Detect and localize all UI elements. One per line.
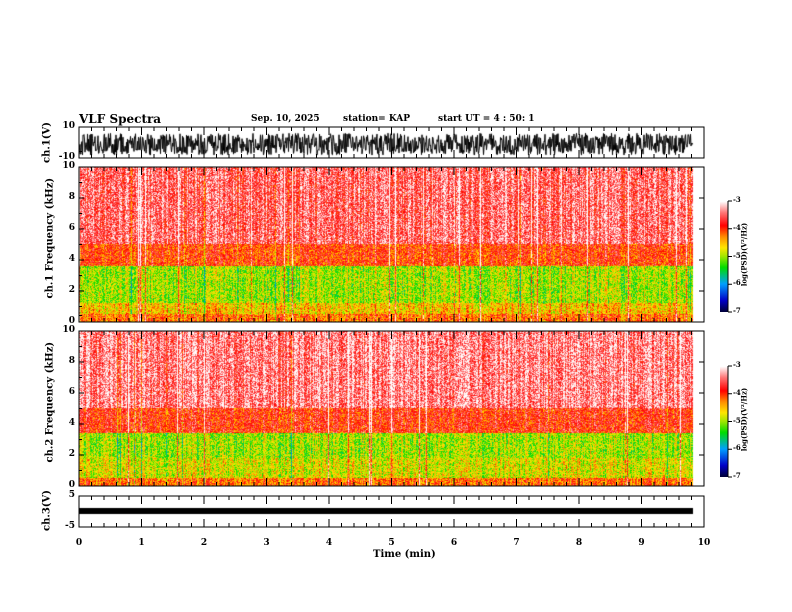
x-tick-label: 9: [638, 538, 645, 548]
ch1-colorbar: [720, 201, 728, 312]
y-tick-label: 8: [68, 192, 75, 202]
colorbar-tick-label: -7: [733, 471, 741, 480]
x-tick-label: 0: [75, 538, 83, 548]
y-tick-label: 4: [68, 254, 75, 264]
y-tick-label: 2: [68, 449, 75, 459]
y-tick-label: 4: [68, 418, 75, 428]
y-tick-label: 10: [62, 121, 75, 131]
y-tick-label: -10: [58, 152, 75, 162]
colorbar-tick-label: -5: [733, 415, 741, 425]
colorbar-tick-label: -6: [733, 278, 741, 288]
colorbar-tick-label: -5: [733, 250, 741, 260]
colorbar-tick-label: -3: [733, 195, 741, 204]
start-time-label: start UT = 4 : 50: 1: [438, 114, 535, 124]
ch3-ylabel: ch.3(V): [41, 489, 53, 532]
colorbar-tick-label: -7: [733, 306, 741, 315]
x-tick-label: 6: [450, 538, 458, 548]
x-tick-label: 1: [138, 538, 145, 548]
y-tick-label: 0: [68, 480, 75, 490]
x-tick-label: 10: [697, 538, 711, 548]
y-tick-label: 6: [68, 223, 75, 233]
y-tick-label: 5: [68, 490, 75, 500]
y-tick-label: 6: [68, 387, 75, 397]
ch2-spectrogram-ylabel: ch.2 Frequency (kHz): [44, 341, 56, 463]
x-tick-label: 7: [513, 538, 520, 548]
x-tick-label: 5: [388, 538, 395, 548]
ch1-spectrogram-image: [79, 167, 704, 322]
colorbar-tick-label: -4: [733, 387, 741, 397]
y-tick-label: 2: [68, 285, 75, 295]
x-tick-label: 8: [575, 538, 583, 548]
date-label: Sep. 10, 2025: [251, 114, 320, 124]
panel-frame: [78, 330, 705, 487]
panel-frame: [78, 166, 705, 323]
colorbar-tick-label: -3: [733, 360, 741, 369]
y-tick-label: 0: [68, 316, 75, 326]
station-label: station= KAP: [343, 114, 411, 124]
y-tick-label: 10: [62, 325, 75, 335]
figure-title: VLF Spectra: [79, 112, 162, 126]
colorbar-tick-label: -6: [733, 443, 741, 453]
colorbar-tick-label: -4: [733, 222, 741, 232]
x-tick-label: 2: [200, 538, 208, 548]
y-tick-label: -5: [65, 521, 75, 531]
ch2-spectrogram-image: [79, 331, 704, 486]
x-tick-label: 4: [325, 538, 333, 548]
ch2-colorbar: [720, 366, 728, 477]
x-tick-label: 3: [263, 538, 270, 548]
ch1-spectrogram-ylabel: ch.1 Frequency (kHz): [44, 177, 56, 299]
y-tick-label: 8: [68, 356, 75, 366]
y-tick-label: 10: [62, 161, 75, 171]
x-axis-label: Time (min): [373, 549, 436, 560]
ch1-ylabel: ch.1(V): [41, 121, 53, 164]
